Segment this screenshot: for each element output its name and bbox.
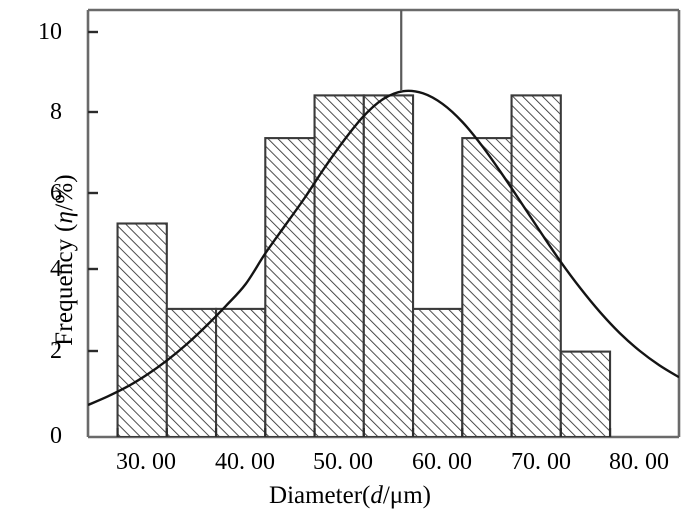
x-tick-label-80: 80. 00 [609, 449, 669, 475]
x-tick-label-40: 40. 00 [215, 449, 275, 475]
histogram-bar [116, 222, 168, 437]
y-tick-label-2: 2 [50, 338, 62, 364]
y-tick-label-4: 4 [50, 256, 62, 282]
histogram-bar [165, 307, 218, 437]
x-axis-title-symbol: d [370, 482, 383, 509]
y-tick-label-0: 0 [50, 423, 62, 449]
histogram-bar [362, 94, 415, 437]
histogram-bar [510, 94, 562, 437]
x-tick-label-30: 30. 00 [116, 449, 176, 475]
x-tick-label-60: 60. 00 [412, 449, 472, 475]
y-tick-label-8: 8 [50, 99, 62, 125]
x-axis-ticks [116, 428, 612, 437]
y-tick-label-10: 10 [38, 19, 62, 45]
normal-fit-curve [88, 89, 679, 407]
histogram-bar [559, 350, 612, 437]
histogram-bar [264, 137, 316, 437]
x-axis-title-post: /μm) [382, 482, 431, 509]
y-tick-label-6: 6 [50, 180, 62, 206]
x-axis-title-pre: Diameter( [269, 482, 371, 509]
histogram-bar [411, 307, 464, 437]
x-tick-label-70: 70. 00 [511, 449, 571, 475]
y-axis-ticks [88, 30, 98, 353]
histogram-bar [215, 307, 267, 437]
histogram-bars [116, 94, 612, 437]
x-tick-label-50: 50. 00 [313, 449, 373, 475]
histogram-bar [461, 137, 513, 437]
x-axis-title: Diameter(d/μm) [0, 482, 700, 510]
